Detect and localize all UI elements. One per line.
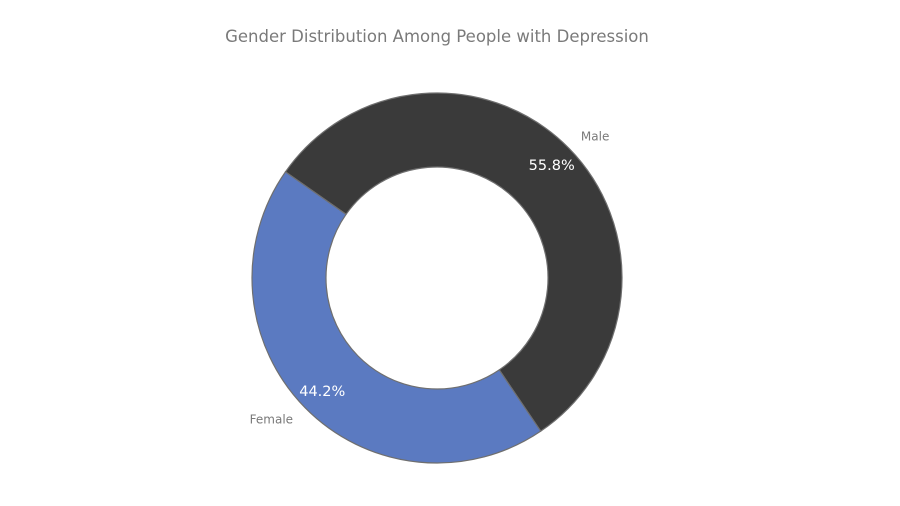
percent-label-female: 44.2% [299, 384, 345, 400]
percent-label-male: 55.8% [529, 158, 575, 174]
slice-female [251, 171, 542, 464]
category-label-male: Male [581, 129, 609, 143]
chart-title: Gender Distribution Among People with De… [225, 27, 649, 46]
category-label-female: Female [250, 413, 293, 427]
slice-male [284, 92, 623, 432]
slices-layer [251, 92, 623, 464]
labels-layer: 55.8% Male 44.2% Female [250, 129, 610, 426]
